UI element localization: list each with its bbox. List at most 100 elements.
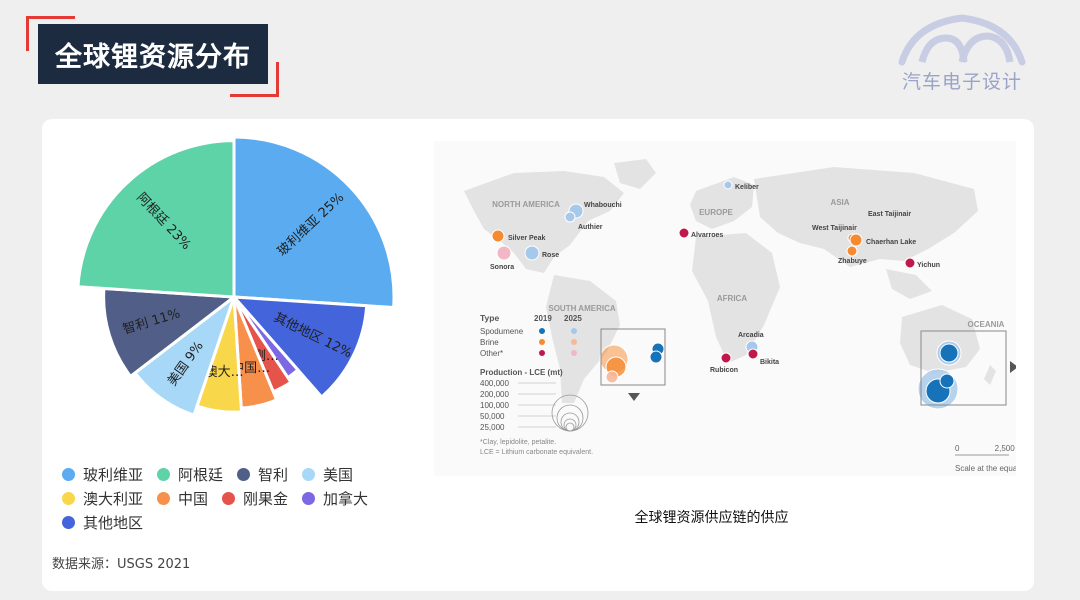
south-america-inset-frame <box>600 328 666 386</box>
legend-item-1[interactable]: 阿根廷 <box>157 465 223 484</box>
africa-land <box>692 233 780 363</box>
region-label-north-america: NORTH AMERICA <box>492 200 560 209</box>
car-logo-icon <box>898 14 1026 66</box>
scale-note: Scale at the equator <box>955 464 1016 473</box>
site-marker-1 <box>564 211 576 223</box>
region-label-europe: EUROPE <box>699 208 733 217</box>
south-america-land <box>546 275 620 403</box>
pie-label-5: 澳大… <box>205 364 244 380</box>
region-label-africa: AFRICA <box>717 294 747 303</box>
legend-item-8[interactable]: 其他地区 <box>62 513 144 532</box>
pie-slice-8 <box>76 139 236 299</box>
site-label-7: West Taijinair <box>812 225 857 232</box>
site-label-6: Alvarroes <box>691 232 723 239</box>
pie-slice-0 <box>232 135 396 309</box>
landmasses <box>464 159 996 403</box>
asia-land <box>754 167 978 267</box>
map-legend-dot-2025-1 <box>571 339 577 345</box>
map-legend-footnote-2: LCE = Lithium carbonate equivalent. <box>480 449 593 456</box>
pie-legend: 玻利维亚 阿根廷 智利 美国澳大利亚 中国 刚果金 加拿大其他地区 <box>62 465 422 532</box>
site-marker-3 <box>496 245 512 261</box>
site-label-13: Bikita <box>760 359 779 366</box>
site-marker-5 <box>723 180 733 190</box>
legend-label: 智利 <box>258 465 289 484</box>
legend-dot-icon <box>62 467 75 481</box>
site-marker-2 <box>491 229 505 243</box>
map-legend-production-value-0: 400,000 <box>480 379 509 388</box>
region-label-asia: ASIA <box>830 198 849 207</box>
map-legend-size-circle-2 <box>560 412 580 432</box>
legend-item-3[interactable]: 美国 <box>302 465 354 484</box>
data-source: 数据来源：USGS 2021 <box>52 557 191 572</box>
legend-label: 刚果金 <box>243 489 289 508</box>
pie-slice-7 <box>102 286 236 378</box>
legend-label: 澳大利亚 <box>83 489 144 508</box>
site-label-4: Rose <box>542 252 559 259</box>
legend-item-4[interactable]: 澳大利亚 <box>62 489 144 508</box>
map-svg: NORTH AMERICA EUROPE ASIA SOUTH AMERICA … <box>464 159 1027 473</box>
site-marker-9 <box>849 233 863 247</box>
map-caption: 全球锂资源供应链的供应 <box>634 510 789 526</box>
legend-label: 美国 <box>323 465 354 484</box>
legend-item-6[interactable]: 刚果金 <box>222 489 289 508</box>
pie-label-4: 中国… <box>231 361 270 376</box>
north-america-land <box>464 171 624 273</box>
map-legend-footnote-1: *Clay, lepidolite, petalite. <box>480 439 556 446</box>
site-marker-4 <box>524 245 540 261</box>
corner-decoration-bottom-right <box>230 62 279 97</box>
content-card: 玻利维亚 25% 其他地区 12% 刚… 中国… 澳大… 美国 9% 智利 11% 阿根廷 2… <box>42 119 1034 591</box>
map-legend-row-label-1: Brine <box>480 338 499 347</box>
map-legend-type-header: Type <box>480 313 499 323</box>
new-zealand-land <box>984 365 996 385</box>
map-legend-dot-2019-0 <box>539 328 545 334</box>
site-marker-11 <box>904 257 916 269</box>
legend-dot-icon <box>302 491 316 505</box>
legend-dot-icon <box>222 491 236 505</box>
scale-end: 2,500 mi <box>995 444 1016 453</box>
site-label-14: Rubicon <box>710 367 738 374</box>
legend-label: 加拿大 <box>323 489 369 508</box>
region-label-oceania: OCEANIA <box>968 320 1005 329</box>
australia-land <box>900 305 980 373</box>
legend-item-5[interactable]: 中国 <box>157 489 209 508</box>
site-label-5: Keliber <box>735 184 759 191</box>
corner-decoration-top-left <box>26 16 75 51</box>
greenland-land <box>614 159 656 189</box>
world-lithium-map: NORTH AMERICA EUROPE ASIA SOUTH AMERICA … <box>434 141 1027 476</box>
site-label-1: Authier <box>578 224 603 231</box>
site-marker-10 <box>846 245 858 257</box>
site-label-0: Whabouchi <box>584 202 622 209</box>
south-america-inset-arrow <box>628 393 640 401</box>
map-legend-year-2019: 2019 <box>534 314 552 323</box>
map-legend-production-value-3: 50,000 <box>480 412 505 421</box>
site-marker-13 <box>747 348 759 360</box>
map-legend-row-label-0: Spodumene <box>480 327 524 336</box>
legend-dot-icon <box>62 491 75 505</box>
australia-inset-frame <box>920 330 1007 406</box>
legend-item-0[interactable]: 玻利维亚 <box>62 465 143 484</box>
legend-item-2[interactable]: 智利 <box>237 465 289 484</box>
legend-label: 其他地区 <box>83 513 144 532</box>
pie-chart: 玻利维亚 25%其他地区 12%刚…中国…澳大…美国 9%智利 11%阿根廷 2… <box>76 135 396 417</box>
region-label-south-america: SOUTH AMERICA <box>548 304 615 313</box>
legend-item-7[interactable]: 加拿大 <box>302 489 369 508</box>
site-label-8: East Taijinair <box>868 211 911 218</box>
legend-label: 中国 <box>178 489 209 508</box>
map-legend-size-circle-1 <box>556 404 584 432</box>
inset-bubble-sa-2 <box>605 370 619 384</box>
logo-text: 汽车电子设计 <box>901 71 1022 93</box>
map-legend-size-circle-4 <box>565 422 575 432</box>
map-legend-production-title: Production - LCE (mt) <box>480 368 563 377</box>
map-legend-production-value-1: 200,000 <box>480 390 509 399</box>
brand-logo: 汽车电子设计 <box>892 10 1032 96</box>
site-label-3: Sonora <box>490 264 514 271</box>
site-label-10: Zhabuye <box>838 258 867 265</box>
europe-land <box>690 177 754 229</box>
map-legend-dot-2019-1 <box>539 339 545 345</box>
southeast-asia-land <box>886 269 932 299</box>
australia-inset-arrow <box>1010 361 1018 373</box>
legend-dot-icon <box>237 467 251 481</box>
map-legend-size-circle-3 <box>563 418 577 432</box>
legend-dot-icon <box>157 491 171 505</box>
map-legend-dot-2019-2 <box>539 350 545 356</box>
